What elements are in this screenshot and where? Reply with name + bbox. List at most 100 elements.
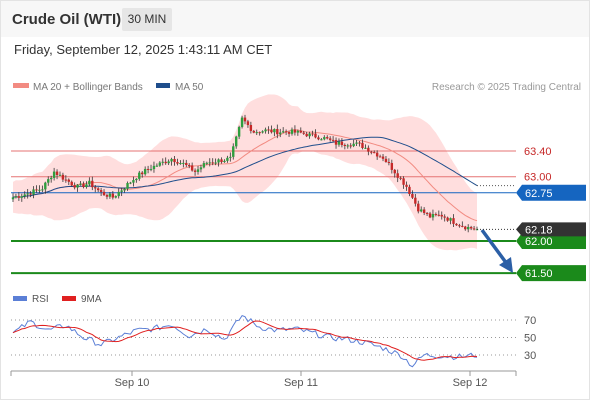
candle-body <box>434 214 438 216</box>
candle-body <box>129 182 132 184</box>
candle-body <box>96 188 100 191</box>
candle-body <box>161 161 164 163</box>
candle-body <box>229 156 232 158</box>
ma50-line <box>12 136 478 198</box>
pivot-label: 62.75 <box>525 188 553 200</box>
candle-body <box>202 163 206 168</box>
candle-body <box>452 218 455 224</box>
candle-body <box>35 189 38 191</box>
candle-body <box>85 184 88 188</box>
candle-body <box>390 163 394 170</box>
candle-body <box>387 162 391 164</box>
candle-body <box>323 137 326 140</box>
candle-body <box>414 197 417 204</box>
candle-body <box>185 162 188 166</box>
candle-body <box>417 203 420 212</box>
candle-body <box>61 174 65 180</box>
candle-body <box>20 196 24 198</box>
candle-body <box>461 225 464 227</box>
candle-body <box>258 132 261 134</box>
ma50-legend-swatch <box>156 83 170 88</box>
last-price-label: 62.18 <box>525 224 553 236</box>
candle-body <box>49 177 53 180</box>
candle-body <box>273 129 276 133</box>
candle-body <box>240 117 244 127</box>
candle-body <box>26 193 29 195</box>
support-tag <box>516 265 586 282</box>
candle-body <box>308 133 311 137</box>
support-label: 61.50 <box>525 268 553 280</box>
copyright-label: Research © 2025 Trading Central <box>432 82 581 93</box>
candle-body <box>270 129 273 133</box>
candle-body <box>44 182 47 190</box>
candle-body <box>443 216 446 218</box>
candle-body <box>464 226 467 230</box>
timeframe-badge[interactable]: 30 MIN <box>122 8 172 31</box>
candle-body <box>367 147 370 152</box>
forecast-arrow-shaft <box>480 228 509 266</box>
header-bar: Crude Oil (WTI) 30 MIN <box>1 1 589 37</box>
candle-body <box>149 169 153 171</box>
candle-body <box>29 193 32 195</box>
candle-body <box>38 189 41 191</box>
rsi-ma-line <box>12 320 478 361</box>
candle-body <box>255 132 258 134</box>
resistance-label: 63.00 <box>524 172 552 184</box>
instrument-title: Crude Oil (WTI) <box>12 11 122 28</box>
candle-body <box>276 129 279 135</box>
candle-body <box>234 136 238 147</box>
candle-body <box>232 146 235 157</box>
candle-body <box>343 144 347 146</box>
candle-body <box>337 141 341 145</box>
candle-body <box>420 209 423 212</box>
candle-body <box>79 183 82 185</box>
candle-body <box>355 142 358 144</box>
candle-body <box>88 180 91 185</box>
candle-body <box>41 189 44 191</box>
candle-body <box>281 131 285 133</box>
candle-body <box>311 133 314 135</box>
candle-body <box>384 158 388 163</box>
candle-body <box>73 185 76 188</box>
candle-body <box>67 179 70 182</box>
support-label: 62.00 <box>525 236 553 248</box>
candle-body <box>373 152 376 154</box>
candle-body <box>23 194 26 197</box>
candle-body <box>58 174 62 176</box>
rsi-ma-legend-label: 9MA <box>81 294 102 305</box>
candle-body <box>455 223 458 226</box>
candle-body <box>220 159 223 163</box>
datetime-label: Friday, September 12, 2025 1:43:11 AM CE… <box>14 42 273 57</box>
candle-body <box>132 180 135 183</box>
candle-body <box>267 129 270 131</box>
candle-body <box>94 187 97 189</box>
candle-body <box>111 193 115 198</box>
candle-body <box>246 121 250 126</box>
candle-body <box>334 140 338 145</box>
candle-body <box>466 226 470 230</box>
candle-body <box>179 163 182 165</box>
candle-body <box>252 130 256 133</box>
candle-body <box>290 129 294 134</box>
candle-body <box>411 193 414 198</box>
x-axis-tick-label: Sep 12 <box>453 377 488 389</box>
candle-body <box>469 226 473 229</box>
candle-body <box>340 141 344 145</box>
candle-body <box>364 147 367 149</box>
candle-body <box>223 160 226 163</box>
candle-body <box>155 165 159 167</box>
candle-body <box>440 214 443 217</box>
candle-body <box>76 184 79 188</box>
ma20-legend-swatch <box>13 83 29 88</box>
candle-body <box>370 151 373 153</box>
candle-body <box>143 168 147 175</box>
candle-body <box>152 165 156 170</box>
candle-body <box>91 180 94 188</box>
ma20-legend-label: MA 20 + Bollinger Bands <box>33 82 143 93</box>
candle-body <box>346 145 349 147</box>
candle-body <box>32 189 35 195</box>
candle-body <box>405 184 408 187</box>
candle-body <box>117 191 120 197</box>
candle-body <box>138 172 141 179</box>
x-axis-tick-label: Sep 11 <box>284 377 318 389</box>
